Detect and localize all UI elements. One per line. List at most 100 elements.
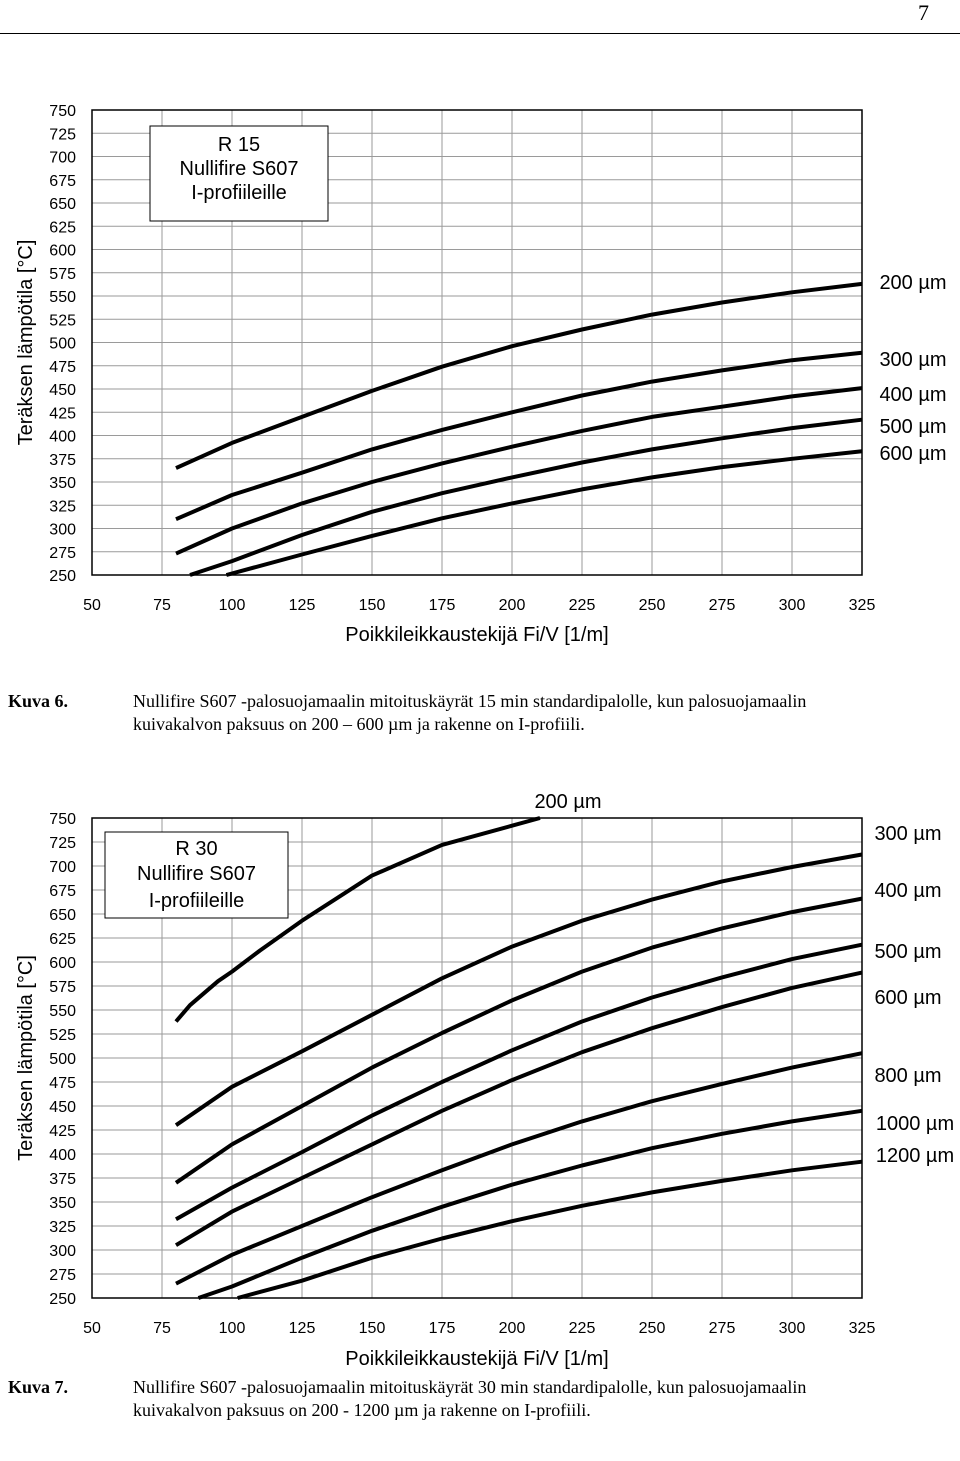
y-tick-label: 250	[49, 568, 76, 585]
y-tick-label: 375	[49, 452, 76, 469]
caption-line: kuivakalvon paksuus on 200 – 600 µm ja r…	[133, 713, 585, 734]
chart-r30: 250 275 300 325 350 375 400 425 450 475 500 525 550 5…	[15, 791, 954, 1370]
y-tick-label: 300	[49, 522, 76, 539]
r30-curve	[174, 852, 863, 1127]
y-tick-label: 350	[49, 1195, 76, 1212]
x-tick-label: 300	[779, 597, 806, 614]
y-tick-label: 550	[49, 289, 76, 306]
x-tick-label: 225	[569, 1320, 596, 1337]
y-tick-label: 675	[49, 173, 76, 190]
y-tick-label: 500	[49, 336, 76, 353]
caption-text: Nullifire S607 -palosuojamaalin mitoitus…	[133, 1376, 953, 1421]
caption-label: Kuva 7.	[8, 1377, 69, 1397]
r30-curve	[174, 896, 863, 1185]
chart-info-line: I-profiileille	[149, 890, 245, 912]
x-tick-label: 75	[153, 597, 171, 614]
x-tick-label: 200	[499, 597, 526, 614]
y-tick-label: 625	[49, 219, 76, 236]
chart-info-line: R 30	[175, 838, 217, 860]
y-tick-label: 425	[49, 405, 76, 422]
caption-line: Nullifire S607 -palosuojamaalin mitoitus…	[133, 691, 807, 711]
y-tick-label: 725	[49, 126, 76, 143]
r30-curve	[197, 1108, 863, 1300]
x-tick-label: 125	[289, 597, 316, 614]
chart-info-line: Nullifire S607	[137, 863, 256, 885]
caption-label: Kuva 6.	[8, 691, 69, 711]
chart-info-line: I-profiileille	[191, 182, 287, 204]
x-axis-title: Poikkileikkaustekijä Fi/V [1/m]	[345, 1348, 608, 1370]
y-tick-label: 325	[49, 1219, 76, 1236]
r30-curve	[174, 816, 541, 1023]
y-tick-label: 300	[49, 1243, 76, 1260]
y-tick-label: 750	[49, 811, 76, 828]
r15-curve	[225, 449, 863, 577]
y-tick-label: 525	[49, 312, 76, 329]
r15-curve	[189, 417, 863, 577]
series-label: 1000 µm	[876, 1113, 954, 1135]
y-tick-label: 325	[49, 498, 76, 515]
x-tick-label: 275	[709, 597, 736, 614]
series-label: 600 µm	[879, 443, 946, 465]
y-tick-label: 600	[49, 955, 76, 972]
y-tick-label: 375	[49, 1171, 76, 1188]
x-tick-label: 225	[569, 597, 596, 614]
y-tick-label: 650	[49, 196, 76, 213]
x-tick-label: 250	[639, 1320, 666, 1337]
r30-curve	[237, 1159, 863, 1300]
y-tick-label: 425	[49, 1123, 76, 1140]
y-tick-label: 475	[49, 359, 76, 376]
caption-line: Nullifire S607 -palosuojamaalin mitoitus…	[133, 1377, 807, 1397]
series-label: 300 µm	[879, 349, 946, 371]
y-tick-label: 450	[49, 1099, 76, 1116]
series-label: 600 µm	[874, 987, 941, 1009]
y-tick-label: 450	[49, 382, 76, 399]
x-tick-label: 150	[359, 597, 386, 614]
y-axis-title: Teräksen lämpötila [°C]	[15, 955, 37, 1161]
series-label: 200 µm	[879, 272, 946, 294]
x-tick-label: 325	[849, 597, 876, 614]
y-tick-label: 475	[49, 1075, 76, 1092]
y-axis-title: Teräksen lämpötila [°C]	[15, 240, 37, 446]
y-tick-label: 575	[49, 266, 76, 283]
x-tick-label: 300	[779, 1320, 806, 1337]
chart-info-box	[104, 831, 289, 919]
chart-info-line: R 15	[218, 134, 260, 156]
y-tick-label: 575	[49, 979, 76, 996]
y-tick-label: 725	[49, 835, 76, 852]
y-tick-label: 275	[49, 1267, 76, 1284]
y-tick-label: 700	[49, 859, 76, 876]
y-tick-label: 625	[49, 931, 76, 948]
chart-info-box	[149, 125, 329, 222]
x-tick-label: 50	[83, 597, 101, 614]
r30-curve	[174, 970, 863, 1247]
caption-text: Nullifire S607 -palosuojamaalin mitoitus…	[133, 690, 953, 735]
series-label: 800 µm	[874, 1065, 941, 1087]
x-tick-label: 50	[83, 1320, 101, 1337]
r30-curve	[175, 942, 863, 1222]
r30-curve	[175, 1051, 863, 1286]
y-tick-label: 350	[49, 475, 76, 492]
series-label: 400 µm	[874, 880, 941, 902]
page-number: 7	[918, 0, 929, 25]
y-tick-label: 400	[49, 429, 76, 446]
plot-frame	[91, 817, 863, 1299]
x-tick-label: 125	[289, 1320, 316, 1337]
x-tick-label: 100	[219, 597, 246, 614]
x-tick-label: 175	[429, 597, 456, 614]
header-rule	[0, 33, 960, 34]
y-tick-label: 500	[49, 1051, 76, 1068]
x-tick-label: 175	[429, 1320, 456, 1337]
y-tick-label: 250	[49, 1291, 76, 1308]
series-label: 1200 µm	[876, 1145, 954, 1167]
series-label: 200 µm	[534, 791, 601, 813]
series-label: 500 µm	[874, 941, 941, 963]
x-tick-label: 200	[499, 1320, 526, 1337]
series-label: 500 µm	[879, 416, 946, 438]
x-tick-label: 100	[219, 1320, 246, 1337]
series-label: 300 µm	[874, 823, 941, 845]
y-tick-label: 400	[49, 1147, 76, 1164]
y-tick-label: 650	[49, 907, 76, 924]
y-tick-label: 750	[49, 103, 76, 120]
r15-curve	[175, 281, 863, 470]
x-axis-title: Poikkileikkaustekijä Fi/V [1/m]	[345, 624, 608, 646]
